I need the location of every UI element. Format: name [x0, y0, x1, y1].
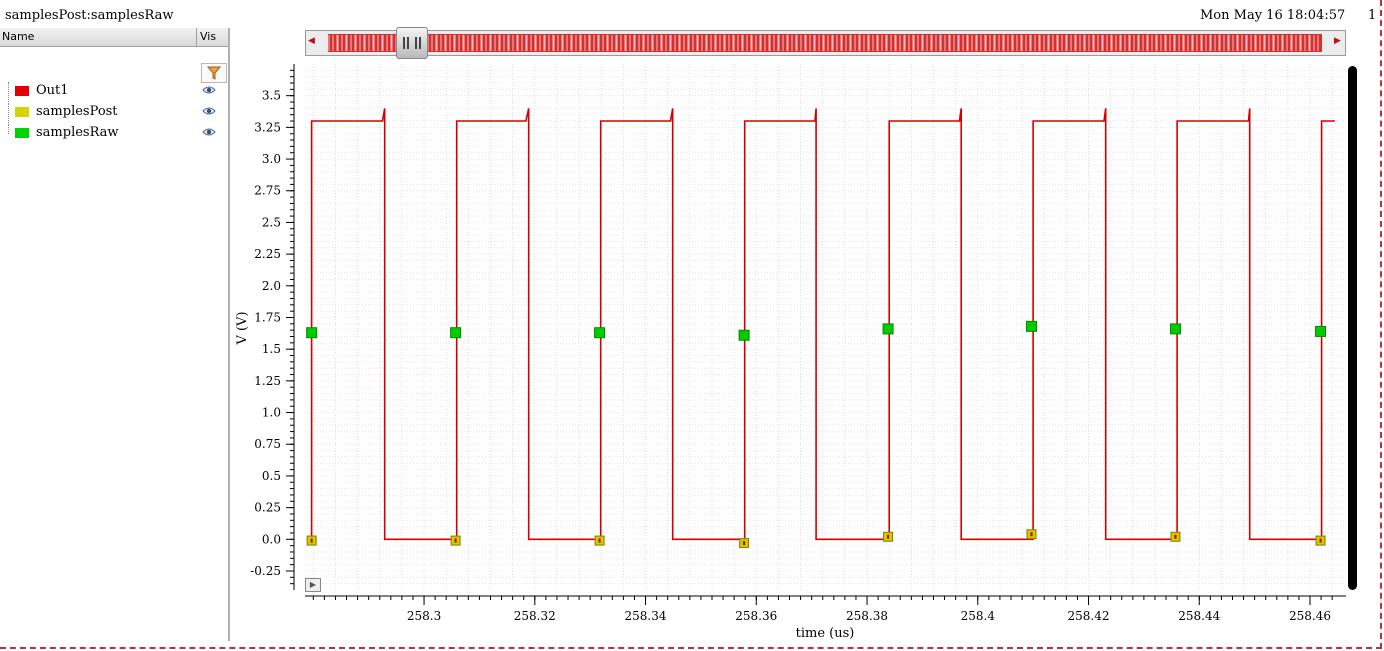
scroll-thumb[interactable] — [396, 27, 428, 59]
overview-scrollbar[interactable] — [305, 30, 1346, 56]
x-tick-label: 258.46 — [1289, 609, 1331, 623]
marker-center — [598, 538, 601, 543]
marker-samplesraw — [738, 329, 750, 341]
axes: 3.5 3.25 3.0 2.75 2.5 2.25 2.0 1.75 1.5 1.25 1.0 0.… — [250, 64, 1346, 623]
y-tick-label: 2.25 — [254, 247, 281, 261]
x-tick-label: 258.44 — [1178, 609, 1220, 623]
filter-button[interactable] — [201, 63, 227, 83]
grip-icon — [403, 37, 421, 49]
grid — [305, 64, 1346, 590]
tree-line — [8, 124, 15, 134]
eye-icon[interactable] — [202, 127, 216, 137]
y-tick-label: 1.0 — [262, 406, 281, 420]
window-title: samplesPost:samplesRaw — [5, 8, 174, 23]
y-tick-label: 2.75 — [254, 184, 281, 198]
marker-center — [1030, 532, 1033, 537]
y-tick-label: 0.0 — [262, 532, 281, 546]
signal-list-header: Name Vis — [0, 28, 228, 47]
signal-row-samplespost[interactable]: samplesPost — [0, 103, 228, 123]
vertical-scrollbar[interactable] — [1348, 66, 1357, 590]
scroll-right-arrow-icon[interactable]: ▶ — [1334, 36, 1341, 46]
marker-samplesraw — [882, 323, 894, 335]
play-icon: ▶ — [309, 580, 317, 589]
tree-line — [8, 103, 15, 123]
title-page-number: 1 — [1368, 8, 1377, 23]
marker-center — [743, 541, 746, 546]
signal-color-swatch — [15, 107, 29, 117]
marker-samplesraw — [450, 327, 462, 339]
eye-icon[interactable] — [202, 106, 216, 116]
y-tick-label: 2.5 — [262, 215, 281, 229]
signal-color-swatch — [15, 128, 29, 138]
marker-center — [454, 538, 457, 543]
y-axis-label: V (V) — [235, 311, 250, 345]
y-tick-label: 3.5 — [262, 89, 281, 103]
signal-label: samplesRaw — [36, 125, 119, 140]
scroll-left-arrow-icon[interactable]: ◀ — [308, 36, 315, 46]
y-tick-label: 2.0 — [262, 279, 281, 293]
signal-color-swatch — [15, 86, 29, 96]
signal-row-out1[interactable]: Out1 — [0, 82, 228, 102]
y-tick-label: 1.25 — [254, 374, 281, 388]
play-button[interactable]: ▶ — [305, 578, 321, 592]
x-tick-label: 258.42 — [1068, 609, 1110, 623]
marker-samplesraw — [594, 327, 606, 339]
signal-label: samplesPost — [36, 104, 118, 119]
x-tick-label: 258.34 — [625, 609, 667, 623]
y-tick-label: 0.75 — [254, 437, 281, 451]
y-tick-label: 0.5 — [262, 469, 281, 483]
marker-center — [1174, 534, 1177, 539]
overview-waveform — [328, 34, 1322, 52]
marker-center — [887, 534, 890, 539]
signal-row-samplesraw[interactable]: samplesRaw — [0, 124, 228, 144]
signal-label: Out1 — [36, 83, 69, 98]
y-tick-label: 1.75 — [254, 310, 281, 324]
tree-line — [8, 82, 15, 102]
marker-samplesraw — [1169, 323, 1181, 335]
y-tick-label: 0.25 — [254, 501, 281, 515]
marker-samplesraw — [1315, 325, 1327, 337]
x-tick-label: 258.3 — [407, 609, 441, 623]
x-tick-label: 258.32 — [514, 609, 556, 623]
x-tick-label: 258.4 — [961, 609, 996, 623]
x-tick-label: 258.38 — [846, 609, 888, 623]
marker-layer — [306, 320, 1327, 549]
y-tick-label: -0.25 — [250, 564, 281, 578]
y-tick-label: 3.25 — [254, 120, 281, 134]
marker-center — [1319, 538, 1322, 543]
eye-icon[interactable] — [202, 85, 216, 95]
y-tick-label: 1.5 — [262, 342, 281, 356]
marker-samplesraw — [306, 327, 318, 339]
marker-center — [310, 538, 313, 543]
marker-samplesraw — [1025, 320, 1037, 332]
column-header-vis[interactable]: Vis — [196, 28, 216, 46]
x-axis-label: time (us) — [796, 626, 855, 641]
x-tick-label: 258.36 — [735, 609, 777, 623]
timestamp: Mon May 16 18:04:57 — [1200, 8, 1346, 23]
column-header-name[interactable]: Name — [2, 30, 35, 43]
filter-icon — [207, 66, 221, 80]
y-tick-label: 3.0 — [262, 152, 281, 166]
signal-panel: Name Vis Out1 samplesPost samplesRaw — [0, 28, 230, 641]
